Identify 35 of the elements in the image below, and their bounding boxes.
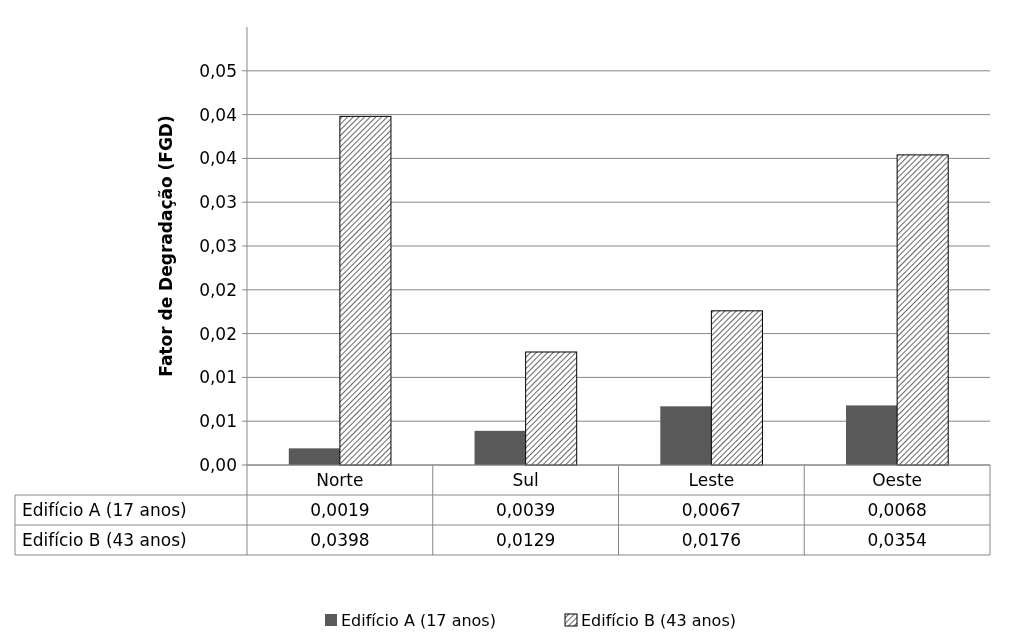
y-tick-label: 0,02 [199,323,237,344]
bar [896,154,949,466]
y-tick-label: 0,02 [199,279,237,300]
data-label: 0,0019 [310,499,370,520]
text: Edifício A (17 anos) [22,499,187,520]
legend-label: Edifício A (17 anos) [341,610,496,630]
data-label: 0,0176 [681,529,742,550]
x-tick-label: Sul [512,469,539,490]
y-tick-label: 0,03 [199,192,237,213]
text: Edifício B (43 anos) [22,529,187,550]
data-label: 0,0039 [495,499,556,520]
bar [474,430,526,465]
data-label: 0,0398 [310,529,370,550]
data-label: 0,0068 [867,499,927,520]
bar [710,310,763,466]
legend-label: Edifício B (43 anos) [581,610,736,630]
y-axis-title: Fator de Degradação (FGD) [156,115,176,377]
y-tick-label: 0,00 [199,454,237,475]
bar [525,351,578,466]
x-tick-label: Leste [688,469,735,490]
data-label: 0,0067 [681,499,742,520]
x-tick-label: Oeste [872,469,923,490]
y-tick-label: 0,04 [199,104,237,125]
bar [339,115,392,466]
x-tick-label: Norte [316,469,364,490]
bar [660,406,712,465]
y-tick-label: 0,05 [199,60,237,81]
y-tick-label: 0,03 [199,235,237,256]
y-tick-label: 0,01 [199,411,237,432]
y-tick-label: 0,04 [199,148,237,169]
bar [846,405,898,465]
bar [288,448,340,465]
data-label: 0,0354 [867,529,927,550]
y-tick-label: 0,01 [199,367,237,388]
data-label: 0,0129 [495,529,556,550]
